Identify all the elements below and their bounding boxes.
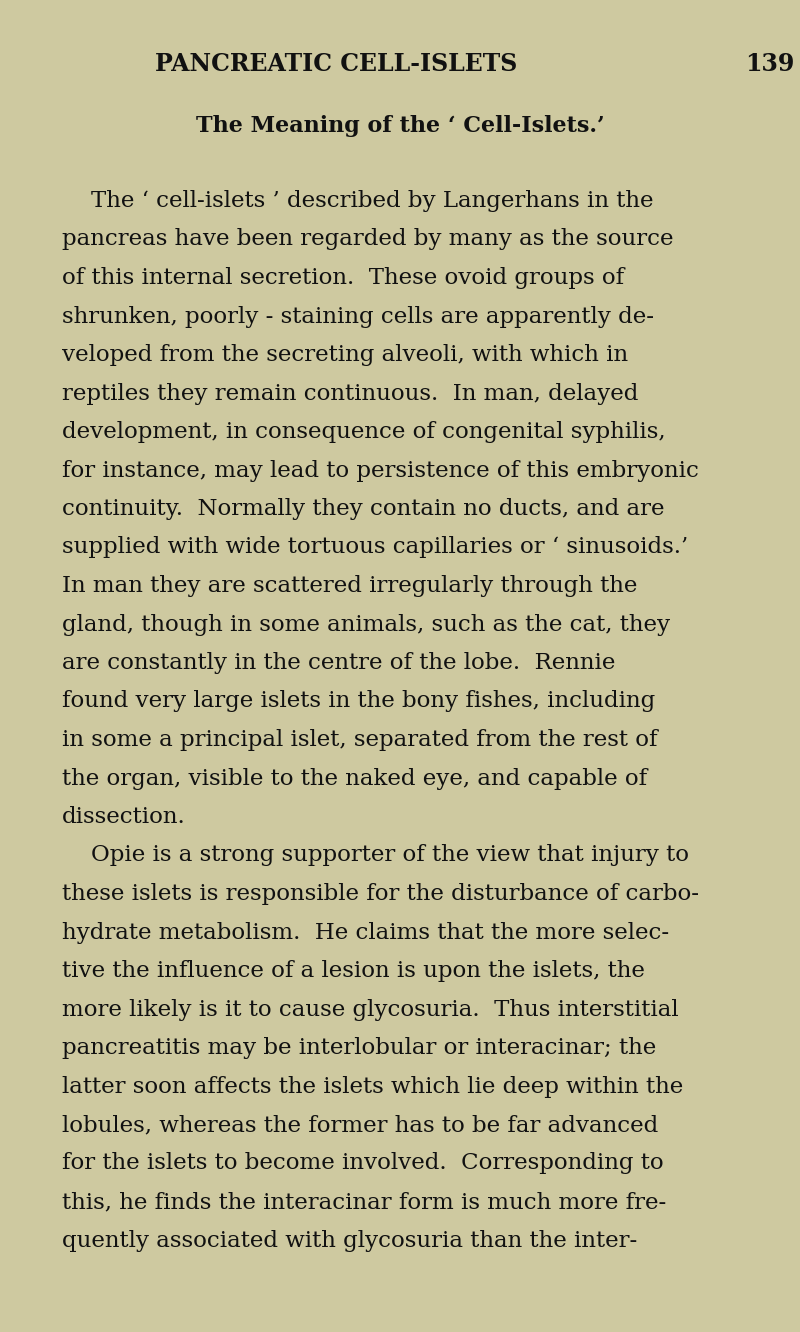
Text: found very large islets in the bony fishes, including: found very large islets in the bony fish… (62, 690, 655, 713)
Text: these islets is responsible for the disturbance of carbo-: these islets is responsible for the dist… (62, 883, 699, 904)
Text: hydrate metabolism.  He claims that the more selec-: hydrate metabolism. He claims that the m… (62, 922, 669, 943)
Text: development, in consequence of congenital syphilis,: development, in consequence of congenita… (62, 421, 666, 444)
Text: the organ, visible to the naked eye, and capable of: the organ, visible to the naked eye, and… (62, 767, 647, 790)
Text: shrunken, poorly - staining cells are apparently de-: shrunken, poorly - staining cells are ap… (62, 305, 654, 328)
Text: PANCREATIC CELL-ISLETS: PANCREATIC CELL-ISLETS (155, 52, 517, 76)
Text: tive the influence of a lesion is upon the islets, the: tive the influence of a lesion is upon t… (62, 960, 645, 982)
Text: for the islets to become involved.  Corresponding to: for the islets to become involved. Corre… (62, 1152, 664, 1175)
Text: quently associated with glycosuria than the inter-: quently associated with glycosuria than … (62, 1229, 638, 1252)
Text: 139: 139 (745, 52, 794, 76)
Text: continuity.  Normally they contain no ducts, and are: continuity. Normally they contain no duc… (62, 498, 665, 519)
Text: pancreatitis may be interlobular or interacinar; the: pancreatitis may be interlobular or inte… (62, 1038, 656, 1059)
Text: supplied with wide tortuous capillaries or ‘ sinusoids.’: supplied with wide tortuous capillaries … (62, 537, 688, 558)
Text: veloped from the secreting alveoli, with which in: veloped from the secreting alveoli, with… (62, 344, 628, 366)
Text: gland, though in some animals, such as the cat, they: gland, though in some animals, such as t… (62, 614, 670, 635)
Text: in some a principal islet, separated from the rest of: in some a principal islet, separated fro… (62, 729, 658, 751)
Text: In man they are scattered irregularly through the: In man they are scattered irregularly th… (62, 575, 638, 597)
Text: lobules, whereas the former has to be far advanced: lobules, whereas the former has to be fa… (62, 1114, 658, 1136)
Text: of this internal secretion.  These ovoid groups of: of this internal secretion. These ovoid … (62, 266, 624, 289)
Text: this, he finds the interacinar form is much more fre-: this, he finds the interacinar form is m… (62, 1191, 666, 1213)
Text: for instance, may lead to persistence of this embryonic: for instance, may lead to persistence of… (62, 460, 699, 481)
Text: more likely is it to cause glycosuria.  Thus interstitial: more likely is it to cause glycosuria. T… (62, 999, 678, 1020)
Text: latter soon affects the islets which lie deep within the: latter soon affects the islets which lie… (62, 1075, 683, 1098)
Text: The Meaning of the ‘ Cell-Islets.’: The Meaning of the ‘ Cell-Islets.’ (196, 115, 604, 137)
Text: The ‘ cell-islets ’ described by Langerhans in the: The ‘ cell-islets ’ described by Langerh… (62, 190, 654, 212)
Text: dissection.: dissection. (62, 806, 186, 829)
Text: Opie is a strong supporter of the view that injury to: Opie is a strong supporter of the view t… (62, 844, 689, 867)
Text: reptiles they remain continuous.  In man, delayed: reptiles they remain continuous. In man,… (62, 382, 638, 405)
Text: are constantly in the centre of the lobe.  Rennie: are constantly in the centre of the lobe… (62, 651, 615, 674)
Text: pancreas have been regarded by many as the source: pancreas have been regarded by many as t… (62, 229, 674, 250)
